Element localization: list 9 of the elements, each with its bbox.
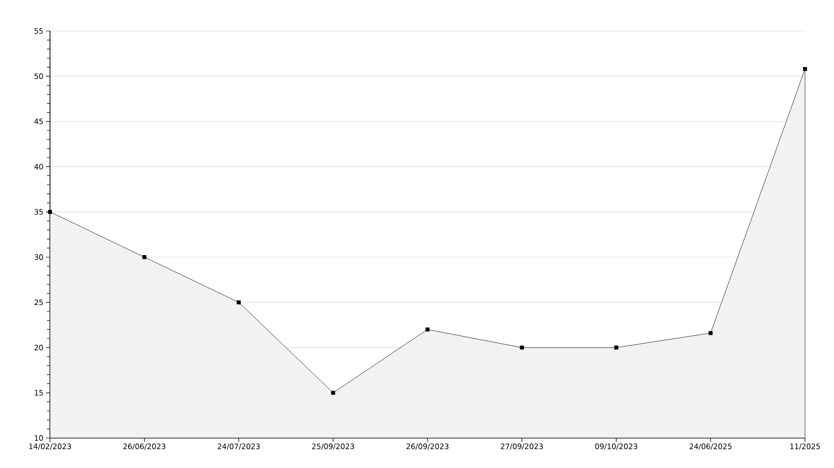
point xyxy=(803,66,807,71)
point xyxy=(48,210,52,214)
point xyxy=(520,346,524,350)
point xyxy=(236,300,241,304)
point xyxy=(142,255,146,260)
point xyxy=(708,331,713,336)
point xyxy=(331,390,336,395)
point xyxy=(426,327,430,332)
point xyxy=(614,346,618,350)
